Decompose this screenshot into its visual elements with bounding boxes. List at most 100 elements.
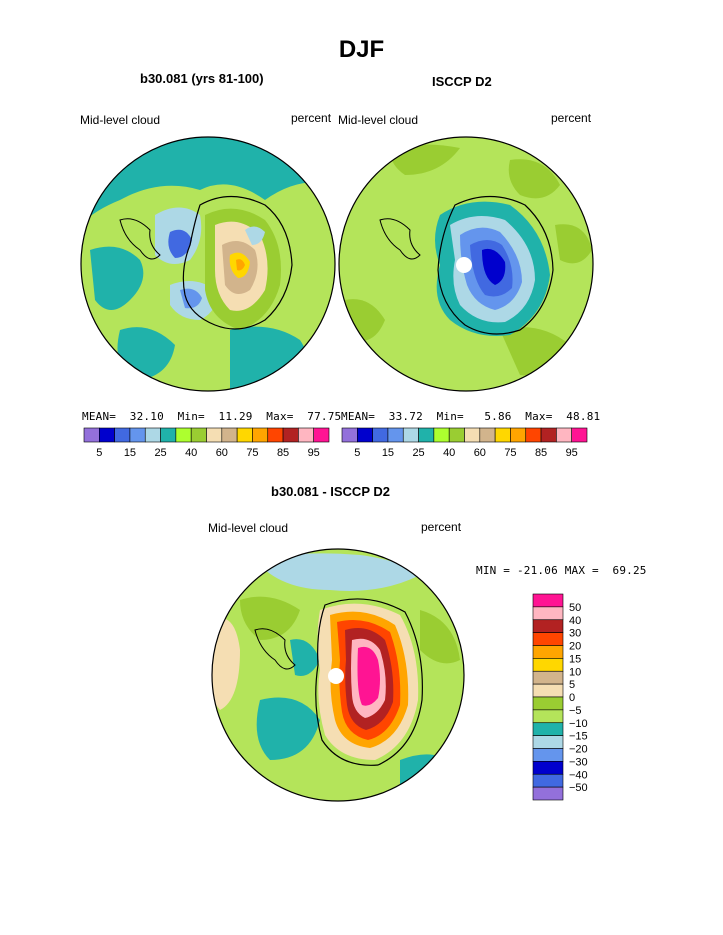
panel2-title: ISCCP D2	[432, 74, 492, 89]
p2-colorbar-swatch	[510, 427, 527, 443]
p2-green-n	[390, 144, 460, 175]
p2-max-value: 48.81	[566, 410, 601, 423]
p1-colorbar-swatch	[175, 427, 192, 443]
p2-min-value: 5.86	[484, 410, 512, 423]
panel1-title: b30.081 (yrs 81-100)	[140, 71, 264, 86]
p2-green-e	[555, 224, 592, 264]
panel2-colorbar: 5 15 25 40 60 75 85 95	[341, 427, 588, 459]
p2-colorbar-tick-label: 40	[443, 447, 455, 459]
p3-colorbar-swatch	[532, 645, 564, 659]
p2-colorbar-tick-label: 5	[354, 447, 360, 459]
p3-colorbar-swatch	[532, 632, 564, 646]
panel2-right-label: percent	[551, 111, 592, 125]
p3-colorbar-swatch	[532, 748, 564, 762]
p3-peninsula	[254, 628, 296, 670]
p3-colorbar-tick-label: −30	[569, 756, 588, 768]
p3-colorbar-swatch	[532, 761, 564, 775]
p1-colorbar-tick-label: 85	[277, 447, 289, 459]
p3-colorbar-tick-label: 20	[569, 641, 581, 653]
p3-colorbar-swatch	[532, 773, 564, 788]
p1-peninsula	[119, 218, 161, 260]
p1-blue-b	[180, 288, 202, 309]
p2-colorbar-swatch	[464, 427, 481, 443]
p1-map-border	[80, 136, 336, 392]
p3-max-label: MAX =	[564, 564, 599, 577]
p3-colorbar-tick-label: 10	[569, 666, 581, 678]
p3-colorbar-tick-label: −20	[569, 744, 588, 756]
p1-colorbar-tick-label: 95	[308, 447, 320, 459]
p2-colorbar-swatch	[571, 427, 588, 443]
p2-coastline	[437, 196, 554, 335]
p2-colorbar-swatch	[402, 427, 419, 443]
p2-missing-data	[456, 257, 472, 273]
p3-deeppink	[357, 646, 380, 706]
p3-colorbar-tick-label: 15	[569, 653, 581, 665]
p1-colorbar-swatch	[129, 427, 146, 443]
p1-colorbar-swatch	[236, 427, 253, 443]
p3-colorbar-swatch	[532, 696, 564, 711]
p1-colorbar-swatch	[114, 427, 131, 443]
panel3-stats: MIN = -21.06 MAX = 69.25	[476, 564, 647, 577]
p1-teal-north	[81, 137, 335, 225]
p2-colorbar-tick-label: 85	[535, 447, 547, 459]
panel1-stats: MEAN= 32.10 Min= 11.29 Max= 77.75	[82, 410, 341, 423]
p1-colorbar-tick-label: 5	[96, 447, 102, 459]
p1-orange	[236, 259, 245, 271]
p3-colorbar-tick-label: −50	[569, 782, 588, 794]
panel1-right-label: percent	[291, 111, 332, 125]
p1-colorbar-swatch	[160, 427, 177, 443]
p1-colorbar-swatch	[282, 427, 299, 443]
p3-colorbar-tick-label: −40	[569, 769, 588, 781]
p1-mean-label: MEAN=	[82, 410, 117, 423]
p3-colorbar-swatch	[532, 658, 564, 672]
p3-colorbar-tick-label: −10	[569, 718, 588, 730]
panel2-stats: MEAN= 33.72 Min= 5.86 Max= 48.81	[341, 410, 600, 423]
p2-peninsula	[379, 218, 421, 260]
p2-colorbar-swatch	[525, 427, 542, 443]
p3-lightblue-n	[255, 553, 420, 591]
p1-colorbar-tick-label: 15	[124, 447, 136, 459]
panel1-colorbar: 5 15 25 40 60 75 85 95	[83, 427, 330, 459]
p1-colorbar-tick-label: 60	[216, 447, 228, 459]
panel3-right-label: percent	[421, 520, 462, 534]
p2-colorbar-tick-label: 60	[474, 447, 486, 459]
p3-colorbar-tick-label: 30	[569, 628, 581, 640]
p3-wheat-w	[212, 618, 240, 710]
p2-mean-value: 33.72	[388, 410, 423, 423]
panel3-left-label: Mid-level cloud	[208, 521, 289, 535]
p1-colorbar-tick-label: 75	[246, 447, 258, 459]
p3-missing-data	[328, 668, 344, 684]
p1-max-label: Max=	[266, 410, 294, 423]
p3-colorbar-tick-label: −15	[569, 731, 588, 743]
p1-colorbar-swatch	[298, 427, 314, 443]
p2-min-label: Min=	[436, 410, 464, 423]
p2-colorbar-swatch	[433, 427, 450, 443]
figure-title: DJF	[338, 36, 385, 63]
p3-colorbar-swatch	[532, 786, 564, 801]
p3-colorbar-tick-label: −5	[569, 705, 582, 717]
p2-colorbar-swatch	[540, 427, 557, 443]
p1-colorbar-swatch	[313, 427, 330, 443]
p3-colorbar-tick-label: 5	[569, 679, 575, 691]
p3-colorbar-swatch	[532, 735, 564, 749]
p2-map-border	[338, 136, 594, 392]
p2-colorbar-tick-label: 95	[566, 447, 578, 459]
p3-teal-se	[400, 754, 455, 791]
p1-colorbar-swatch	[144, 427, 161, 443]
p1-colorbar-tick-label: 25	[154, 447, 166, 459]
p2-colorbar-swatch	[341, 427, 358, 443]
p1-coastline	[182, 196, 293, 330]
p1-colorbar-swatch	[221, 427, 238, 443]
p1-mean-value: 32.10	[129, 410, 164, 423]
p3-teal-sw	[256, 697, 320, 760]
p2-colorbar-swatch	[494, 427, 511, 443]
p3-green-e	[420, 610, 460, 664]
p3-green-nw	[240, 596, 300, 640]
p2-colorbar-swatch	[556, 427, 572, 443]
p1-colorbar-swatch	[206, 427, 223, 443]
panel3-title: b30.081 - ISCCP D2	[271, 484, 390, 499]
p1-colorbar-swatch	[83, 427, 100, 443]
p3-min-label: MIN =	[476, 564, 511, 577]
